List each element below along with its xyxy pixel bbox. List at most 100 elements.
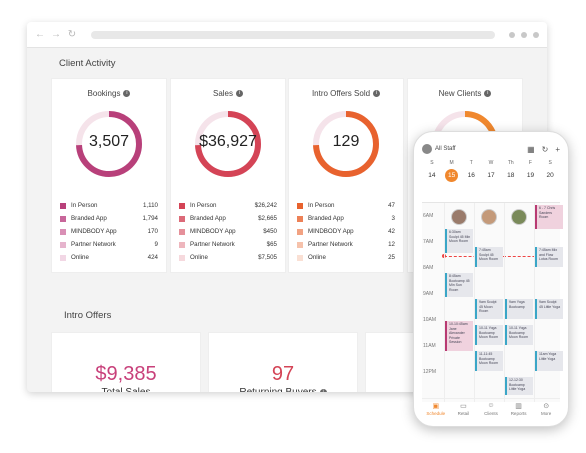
legend-value: 424 [147,254,158,261]
staff-filter[interactable]: All Staff [435,146,456,152]
legend-value: $7,505 [258,254,277,261]
staff-column [534,203,535,402]
day-number[interactable]: 15 [445,169,459,182]
info-icon[interactable]: i [373,90,381,98]
reload-icon[interactable]: ↻ [67,29,77,40]
legend-value: 1,794 [142,215,158,222]
legend-label: MINDBODY App [190,228,236,235]
legend: In Person 47 Branded App 3 MINDBODY App 42 Par… [297,199,395,264]
client-activity-title: Client Activity [59,58,116,69]
metric-card: Bookings i 3,507 In Person 1,110 Branded App 1… [51,78,167,273]
schedule-event[interactable]: 10-11 Yoga Bootcamp Moon Room [505,325,533,345]
legend-label: Partner Network [308,241,353,248]
legend-label: In Person [308,202,335,209]
legend-swatch [297,215,303,222]
staff-avatar[interactable] [422,144,432,154]
day-letter: Th [507,160,514,166]
forward-icon[interactable]: → [51,29,61,40]
intro-offers-title: Intro Offers [64,310,112,321]
reports-icon: ▥ [515,403,522,410]
schedule-event[interactable]: 6 - 7 Chris Sanders Room [535,205,563,229]
legend-swatch [60,202,66,209]
legend-label: Branded App [71,215,107,222]
info-icon[interactable]: i [484,90,492,98]
schedule-event[interactable]: 10-10:45am Jane Alexander Private Sessio… [445,321,473,351]
legend-value: $2,665 [258,215,277,222]
legend-value: $450 [263,228,277,235]
intro-big-value: $9,385 [95,363,157,385]
intro-label: Total Sales [52,387,200,392]
legend-value: 3 [391,215,395,222]
schedule-event[interactable]: 6:30am Sculpt 45 Min Moon Room [445,229,473,253]
legend-swatch [179,215,185,222]
schedule-event[interactable]: 7:45am Mix and Flow Lotus Room [535,247,563,267]
intro-offer-card: $9,385Total Sales129 offers sold [51,332,201,392]
hour-label: 11AM [423,343,436,349]
day-number[interactable]: 16 [467,172,475,179]
day-number[interactable]: 19 [526,172,535,179]
day-number[interactable]: 18 [507,172,515,179]
schedule-event[interactable]: 9am Sculpt 45 Little Yoga [535,299,563,319]
day-column[interactable]: Th 18 [501,160,521,183]
calendar-icon[interactable]: ▦ [527,144,535,154]
legend-label: Branded App [190,215,226,222]
hour-label: 10AM [423,317,437,323]
info-icon[interactable]: i [123,90,131,98]
tab-retail[interactable]: ▭ Retail [450,399,478,418]
schedule-event[interactable]: 9am Yoga Bootcamp [505,299,533,319]
legend-label: In Person [71,202,98,209]
legend-row: In Person 47 [297,199,395,212]
more-icon: ⊙ [543,403,550,410]
staff-avatar[interactable] [451,209,467,225]
legend-value: 12 [388,241,395,248]
day-number[interactable]: 14 [428,172,436,179]
day-column[interactable]: F 19 [521,160,541,183]
legend-swatch [297,241,303,248]
staff-column [444,203,445,402]
info-icon[interactable]: i [236,90,243,98]
legend-label: Online [308,254,326,261]
card-title: Intro Offers Sold i [289,89,403,98]
schedule-event[interactable]: 11am Yoga Little Yoga [535,351,563,371]
card-title: Sales i [171,89,285,98]
day-letter: S [430,160,434,166]
schedule-event[interactable]: 12-12:30 Bootcamp Little Yoga [505,377,533,395]
legend-row: Partner Network 12 [297,238,395,251]
legend-label: Partner Network [190,241,235,248]
day-column[interactable]: T 16 [461,160,481,183]
tab-clients[interactable]: ☺ Clients [477,399,505,418]
schedule-event[interactable]: 11-11:45 Bootcamp Moon Room [475,351,503,371]
day-column[interactable]: S 20 [540,160,560,183]
legend-swatch [60,228,66,235]
back-icon[interactable]: ← [35,29,45,40]
add-icon[interactable]: + [555,144,560,154]
tab-more[interactable]: ⊙ More [532,399,560,418]
legend-swatch [60,241,66,248]
refresh-icon[interactable]: ↻ [541,144,549,154]
day-number[interactable]: 20 [546,172,554,179]
tab-schedule[interactable]: ▣ Schedule [422,399,450,418]
legend-label: Branded App [308,215,344,222]
schedule-event[interactable]: 10-11 Yoga Bootcamp Moon Room [475,325,503,345]
legend-row: MINDBODY App 170 [60,225,158,238]
legend-row: Online 25 [297,251,395,264]
url-bar[interactable] [91,30,495,39]
schedule-event[interactable]: 8:45am Bootcamp 45 Min Sun Room [445,273,473,297]
legend-label: MINDBODY App [308,228,354,235]
staff-avatar[interactable] [511,209,527,225]
schedule-event[interactable]: 9am Sculpt 45 Moon Room [475,299,503,319]
legend-swatch [60,215,66,222]
day-number[interactable]: 17 [487,172,495,179]
info-icon[interactable]: i [319,388,327,392]
tab-reports[interactable]: ▥ Reports [505,399,533,418]
schedule-event[interactable]: 7:45am Sculpt 45 Moon Room [475,247,503,267]
day-column[interactable]: M 15 [442,160,462,183]
intro-offer-card: 97Returning Buyersi75% return rate [208,332,358,392]
donut-ring [195,111,261,177]
card-title: New Clients i [408,89,522,98]
day-column[interactable]: W 17 [481,160,501,183]
legend-row: In Person 1,110 [60,199,158,212]
staff-avatar[interactable] [481,209,497,225]
day-column[interactable]: S 14 [422,160,442,183]
day-letter: F [528,160,532,166]
